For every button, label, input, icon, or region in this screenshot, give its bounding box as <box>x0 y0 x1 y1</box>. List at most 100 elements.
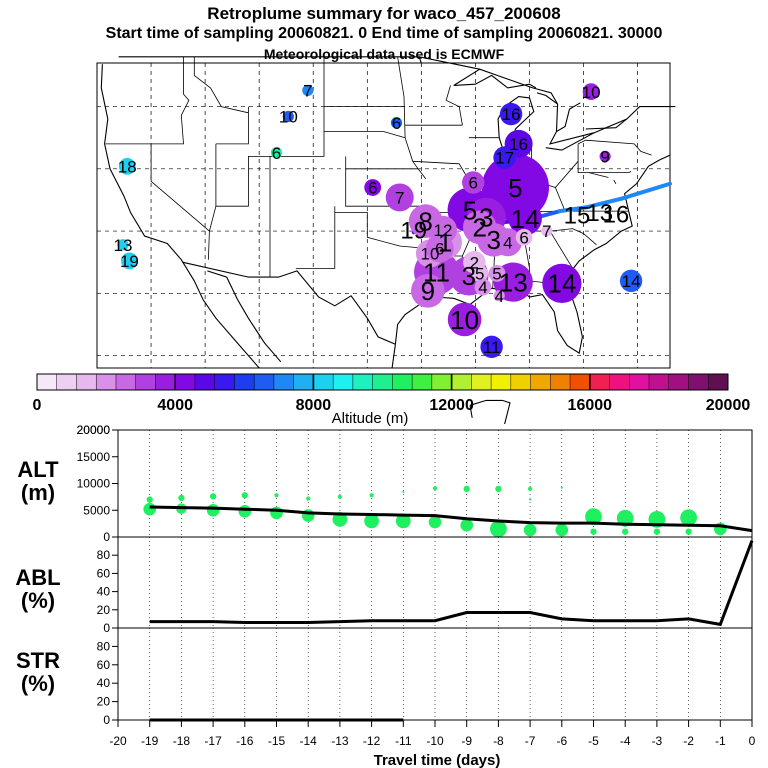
alt-bubble <box>622 528 629 535</box>
x-tick-label: -18 <box>173 734 191 748</box>
plume-number-label: 19 <box>400 217 427 244</box>
plume-circle <box>480 335 503 359</box>
coastline-segment <box>182 261 396 345</box>
alt-bubble <box>490 520 507 538</box>
plume-number-label: 13 <box>113 236 132 255</box>
plume-circle <box>364 179 382 196</box>
plume-circle <box>493 290 505 302</box>
plume-circle <box>117 239 129 251</box>
plume-number-label: 17 <box>495 149 514 168</box>
state-border-segment <box>549 230 574 269</box>
x-tick-label: -13 <box>331 734 349 748</box>
state-border-segment <box>150 143 210 260</box>
plume-number-label: 4 <box>503 233 512 252</box>
plume-number-label: 14 <box>547 269 576 299</box>
plume-number-label: 6 <box>368 179 377 198</box>
colorbar-swatch <box>609 374 630 390</box>
alt-bubble <box>590 528 597 535</box>
plume-number-label: 16 <box>502 105 521 124</box>
colorbar-swatch <box>76 374 97 390</box>
plume-number-label: 6 <box>392 114 401 133</box>
colorbar-tick-label: 12000 <box>429 397 474 414</box>
colorbar-swatch <box>194 374 216 390</box>
plume-number-label: 16 <box>509 135 528 154</box>
coastline-segment <box>418 56 422 64</box>
x-tick-label: -16 <box>236 734 254 748</box>
alt-bubble <box>364 513 379 529</box>
colorbar-frame <box>36 373 729 391</box>
x-tick-label: -20 <box>109 734 127 748</box>
plume-number-label: 4 <box>478 278 487 297</box>
y-tick-label: 20000 <box>77 423 111 437</box>
y-tick-label: 60 <box>97 566 111 580</box>
plume-number-label: 1 <box>438 228 452 258</box>
altitude-colorbar <box>36 373 729 391</box>
alt-bubble <box>560 486 563 489</box>
x-axis-label: Travel time (days) <box>374 752 501 768</box>
plume-number-label: 9 <box>421 276 435 306</box>
plume-number-label: 13 <box>586 200 613 227</box>
colorbar-swatch <box>313 374 334 390</box>
plume-circle <box>411 274 445 308</box>
y-tick-label: 15000 <box>77 450 111 464</box>
coastline-segment <box>391 344 396 369</box>
coastline-segment <box>585 118 628 130</box>
alt-bubble <box>529 498 532 501</box>
alt-bubble <box>585 508 602 526</box>
coastline-segment <box>453 68 537 89</box>
state-border-segment <box>215 56 325 207</box>
plume-circle <box>462 210 497 245</box>
plume-number-label: 9 <box>600 147 609 166</box>
plume-number-label: 6 <box>519 228 528 247</box>
colorbar-swatch <box>37 374 58 390</box>
colorbar-swatch <box>688 374 709 390</box>
plume-circle <box>121 252 138 270</box>
alt-bubble <box>460 518 474 532</box>
colorbar-tick-label: 16000 <box>568 397 613 414</box>
plume-number-label: 7 <box>303 82 312 101</box>
x-tick-label: -17 <box>204 734 222 748</box>
x-tick-label: -11 <box>395 734 412 748</box>
alt-bubble <box>274 493 279 498</box>
colorbar-swatch <box>234 374 255 390</box>
plume-number-label: 3 <box>487 225 501 255</box>
plume-circle <box>270 147 283 159</box>
plume-circle <box>462 171 485 194</box>
colorbar-swatch <box>708 374 729 390</box>
y-tick-label: 20000 <box>77 423 111 437</box>
state-border-segment <box>577 139 652 156</box>
colorbar-tick-label: 20000 <box>706 397 751 414</box>
alt-bubble <box>332 511 348 527</box>
plume-number-label: 10 <box>279 108 298 127</box>
chart-title: Retroplume summary for waco_457_200608 <box>207 4 561 23</box>
coastline-segment <box>556 102 581 132</box>
plume-circle <box>493 228 522 257</box>
x-tick-label: -2 <box>683 734 694 748</box>
plume-number-label: 2 <box>470 253 479 272</box>
plume-number-label: 6 <box>468 174 477 193</box>
alt-bubble <box>369 493 374 498</box>
panel-frame <box>117 627 753 721</box>
alt-bubble <box>337 494 342 499</box>
sampling-subtitle: Start time of sampling 20060821. 0 End t… <box>105 25 663 42</box>
y-tick-label: 5000 <box>83 503 110 517</box>
y-tick-label: 80 <box>97 548 111 562</box>
x-tick-label: -10 <box>426 734 444 748</box>
colorbar-tick-label: 8000 <box>296 397 332 414</box>
state-border-segment <box>295 206 336 269</box>
plume-number-label: 4 <box>494 287 503 306</box>
plume-number-label: 11 <box>483 338 501 357</box>
plume-number-label: 10 <box>450 305 479 335</box>
plume-circles <box>117 83 643 359</box>
coastline-segment <box>469 405 473 418</box>
state-border-segment <box>445 85 463 126</box>
colorbar-swatch <box>115 374 137 390</box>
state-border-segment <box>613 179 617 184</box>
colorbar-swatch <box>333 374 354 390</box>
colorbar-labels: 0 4000 8000 12000 16000 20000 <box>33 397 751 414</box>
plume-number-label: 6 <box>272 144 281 163</box>
plume-number-label: 10 <box>421 245 440 264</box>
coastline-segment <box>118 56 676 145</box>
y-tick-label: 60 <box>97 658 111 672</box>
